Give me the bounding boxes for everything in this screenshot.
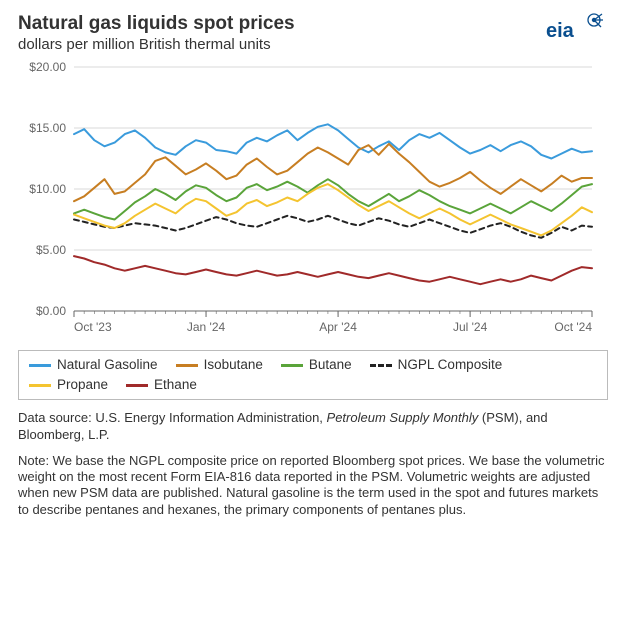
- svg-text:eia: eia: [546, 20, 575, 42]
- legend-item: Ethane: [126, 375, 197, 395]
- legend-label: Ethane: [154, 375, 197, 395]
- legend-item: Natural Gasoline: [29, 355, 158, 375]
- svg-text:$20.00: $20.00: [29, 60, 66, 74]
- legend-item: Butane: [281, 355, 352, 375]
- legend-item: Propane: [29, 375, 108, 395]
- legend-label: Natural Gasoline: [57, 355, 158, 375]
- svg-text:Oct '23: Oct '23: [74, 320, 112, 334]
- source-prefix: Data source: U.S. Energy Information Adm…: [18, 410, 327, 425]
- svg-text:$0.00: $0.00: [36, 304, 66, 318]
- source-ital: Petroleum Supply Monthly: [327, 410, 479, 425]
- legend-swatch: [281, 364, 303, 367]
- line-chart: $0.00 $5.00 $10.00 $15.00 $20.00 Oct '23 Jan '…: [18, 59, 608, 344]
- svg-text:Apr '24: Apr '24: [319, 320, 357, 334]
- data-source: Data source: U.S. Energy Information Adm…: [18, 410, 608, 443]
- svg-text:$5.00: $5.00: [36, 243, 66, 257]
- svg-text:Jul '24: Jul '24: [453, 320, 488, 334]
- eia-logo: eia: [546, 12, 604, 47]
- legend-swatch: [370, 364, 392, 367]
- legend-swatch: [126, 384, 148, 387]
- legend-label: Isobutane: [204, 355, 263, 375]
- svg-text:Jan '24: Jan '24: [187, 320, 226, 334]
- legend-label: Propane: [57, 375, 108, 395]
- chart-subtitle: dollars per million British thermal unit…: [18, 36, 608, 53]
- legend-label: NGPL Composite: [398, 355, 503, 375]
- legend-swatch: [29, 384, 51, 387]
- chart-note: Note: We base the NGPL composite price o…: [18, 453, 608, 518]
- legend-swatch: [176, 364, 198, 367]
- legend-swatch: [29, 364, 51, 367]
- svg-text:Oct '24: Oct '24: [554, 320, 592, 334]
- legend-item: Isobutane: [176, 355, 263, 375]
- legend-item: NGPL Composite: [370, 355, 503, 375]
- svg-text:$15.00: $15.00: [29, 121, 66, 135]
- chart-title: Natural gas liquids spot prices: [18, 14, 608, 35]
- chart-legend: Natural Gasoline Isobutane Butane NGPL Comp…: [18, 350, 608, 401]
- legend-label: Butane: [309, 355, 352, 375]
- svg-text:$10.00: $10.00: [29, 182, 66, 196]
